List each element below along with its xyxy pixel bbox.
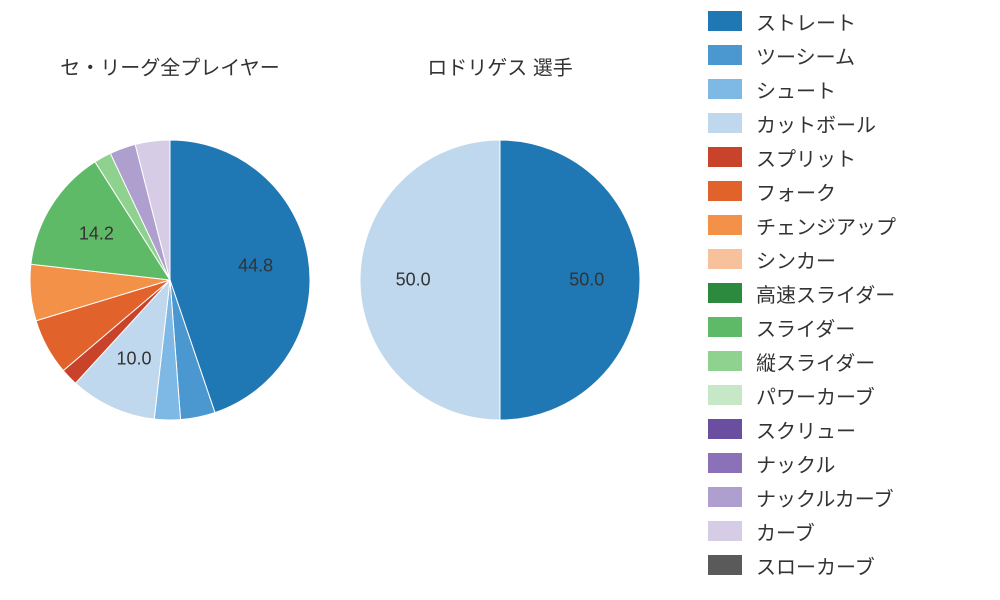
legend-item: スクリュー bbox=[708, 412, 988, 446]
legend-item-label: フォーク bbox=[756, 177, 836, 206]
legend-item-label: パワーカーブ bbox=[756, 381, 875, 410]
legend-item: ツーシーム bbox=[708, 38, 988, 72]
legend-item-label: ナックルカーブ bbox=[756, 483, 894, 512]
legend-item: パワーカーブ bbox=[708, 378, 988, 412]
legend-swatch bbox=[708, 419, 742, 439]
legend-swatch bbox=[708, 385, 742, 405]
chart-title-player: ロドリゲス 選手 bbox=[427, 52, 573, 81]
legend-item: シュート bbox=[708, 72, 988, 106]
legend-swatch bbox=[708, 521, 742, 541]
legend-item-label: 縦スライダー bbox=[756, 347, 875, 376]
legend: ストレートツーシームシュートカットボールスプリットフォークチェンジアップシンカー… bbox=[708, 4, 988, 582]
legend-item: 縦スライダー bbox=[708, 344, 988, 378]
legend-item-label: チェンジアップ bbox=[756, 211, 896, 240]
legend-item: スプリット bbox=[708, 140, 988, 174]
legend-item-label: スローカーブ bbox=[756, 551, 875, 580]
legend-swatch bbox=[708, 351, 742, 371]
legend-swatch bbox=[708, 11, 742, 31]
legend-swatch bbox=[708, 283, 742, 303]
legend-swatch bbox=[708, 487, 742, 507]
legend-swatch bbox=[708, 215, 742, 235]
legend-swatch bbox=[708, 113, 742, 133]
legend-item: フォーク bbox=[708, 174, 988, 208]
pie-chart-league bbox=[28, 138, 312, 422]
legend-item-label: スライダー bbox=[756, 313, 855, 342]
legend-swatch bbox=[708, 147, 742, 167]
chart-title-league: セ・リーグ全プレイヤー bbox=[60, 52, 279, 81]
legend-item-label: ナックル bbox=[756, 449, 835, 478]
legend-item: カットボール bbox=[708, 106, 988, 140]
legend-item-label: ツーシーム bbox=[756, 41, 855, 70]
legend-swatch bbox=[708, 555, 742, 575]
legend-swatch bbox=[708, 453, 742, 473]
legend-item-label: カーブ bbox=[756, 517, 815, 546]
legend-item: スローカーブ bbox=[708, 548, 988, 582]
pie-slice bbox=[360, 140, 500, 420]
legend-item: ストレート bbox=[708, 4, 988, 38]
pie-slice bbox=[500, 140, 640, 420]
legend-item: スライダー bbox=[708, 310, 988, 344]
legend-item: チェンジアップ bbox=[708, 208, 988, 242]
legend-item-label: 高速スライダー bbox=[756, 279, 895, 308]
legend-swatch bbox=[708, 317, 742, 337]
legend-item: ナックルカーブ bbox=[708, 480, 988, 514]
legend-swatch bbox=[708, 45, 742, 65]
legend-swatch bbox=[708, 181, 742, 201]
legend-item-label: シンカー bbox=[756, 245, 836, 274]
legend-item-label: スプリット bbox=[756, 143, 856, 172]
legend-item-label: カットボール bbox=[756, 109, 876, 138]
pie-chart-player bbox=[358, 138, 642, 422]
legend-item: カーブ bbox=[708, 514, 988, 548]
legend-item-label: シュート bbox=[756, 75, 836, 104]
legend-swatch bbox=[708, 79, 742, 99]
legend-item-label: スクリュー bbox=[756, 415, 856, 444]
legend-item-label: ストレート bbox=[756, 7, 856, 36]
legend-item: 高速スライダー bbox=[708, 276, 988, 310]
figure-root: ストレートツーシームシュートカットボールスプリットフォークチェンジアップシンカー… bbox=[0, 0, 1000, 600]
legend-item: ナックル bbox=[708, 446, 988, 480]
legend-item: シンカー bbox=[708, 242, 988, 276]
legend-swatch bbox=[708, 249, 742, 269]
